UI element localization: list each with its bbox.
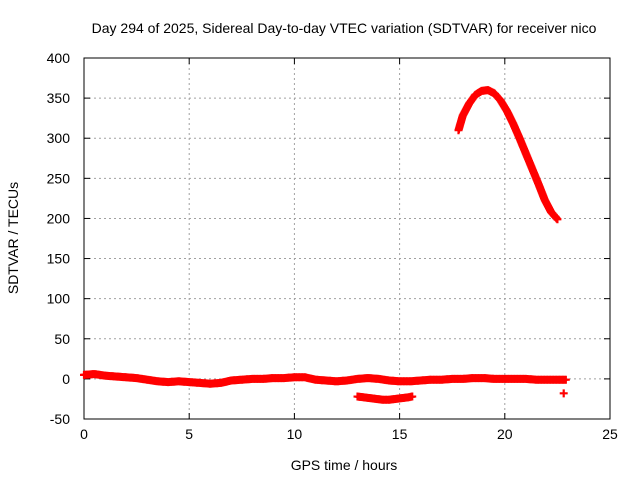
- series-3-point: [559, 389, 568, 398]
- y-tick-label: 0: [62, 371, 70, 387]
- series-4-point: [553, 215, 562, 224]
- y-axis-label: SDTVAR / TECUs: [5, 182, 21, 294]
- grid: [84, 58, 610, 419]
- y-tick-label: 350: [47, 90, 71, 106]
- x-tick-label: 15: [392, 426, 408, 442]
- y-tick-label: -50: [50, 411, 70, 427]
- x-tick-label: 10: [287, 426, 303, 442]
- x-tick-label: 0: [80, 426, 88, 442]
- y-tick-label: 250: [47, 170, 71, 186]
- series-1-point: [561, 375, 570, 384]
- plot-frame: [83, 57, 611, 420]
- y-tick-label: 300: [47, 130, 71, 146]
- y-tick-label: 50: [54, 331, 70, 347]
- x-axis-label: GPS time / hours: [291, 457, 398, 473]
- y-tick-label: 200: [47, 210, 71, 226]
- y-tick-label: 150: [47, 251, 71, 267]
- x-tick-label: 20: [497, 426, 513, 442]
- series-2-point: [408, 392, 417, 401]
- y-tick-label: 100: [47, 291, 71, 307]
- x-tick-label: 25: [602, 426, 618, 442]
- chart-title: Day 294 of 2025, Sidereal Day-to-day VTE…: [92, 20, 597, 36]
- x-tick-label: 5: [185, 426, 193, 442]
- data-marks: [80, 86, 570, 404]
- axis-ticks: 0 5 10 15 20 25 -50 0 50 100 150 200 250 300 350 400: [47, 50, 618, 442]
- y-tick-label: 400: [47, 50, 71, 66]
